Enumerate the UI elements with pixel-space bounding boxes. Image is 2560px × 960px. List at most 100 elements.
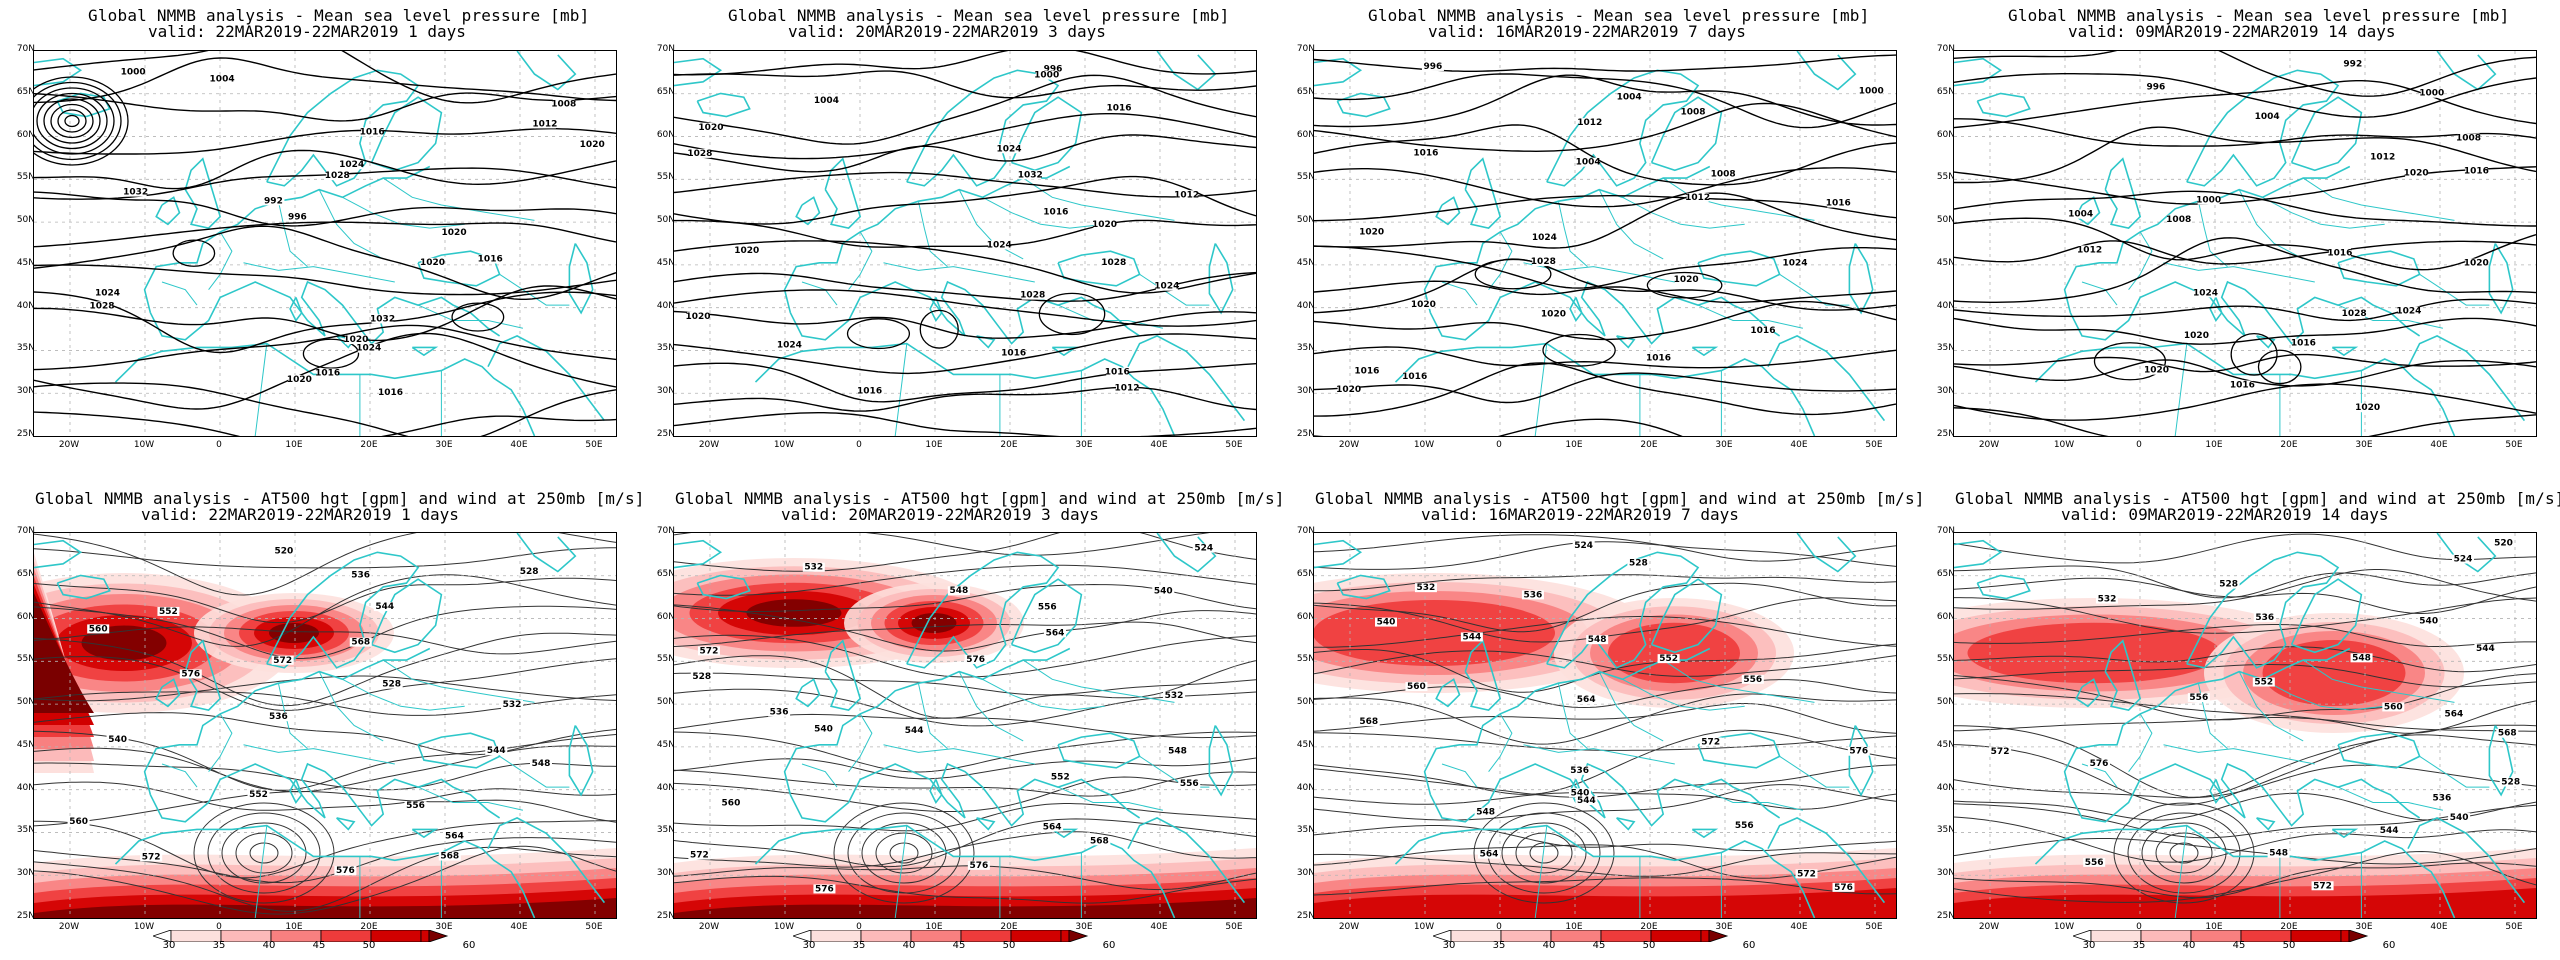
panel-title: Global NMMB analysis - Mean sea level pr… xyxy=(2008,6,2510,25)
lon-label: 20E xyxy=(360,440,378,450)
contour-label: 1024 xyxy=(987,241,1012,251)
graticule xyxy=(1954,533,2536,918)
contour-label: 1028 xyxy=(1531,257,1556,267)
lon-label: 0 xyxy=(856,922,862,932)
isobars xyxy=(34,51,616,436)
colorbar-tick-label: 35 xyxy=(212,940,226,951)
contour-label: 576 xyxy=(815,884,834,894)
lat-label: 65N xyxy=(1936,568,1955,579)
colorbar-tick-label: 40 xyxy=(262,940,276,951)
contour-label: 1000 xyxy=(1859,87,1884,97)
contour-label: 996 xyxy=(1424,62,1443,72)
lon-label: 20E xyxy=(2280,440,2298,450)
contour-label: 1000 xyxy=(1034,71,1059,81)
lon-label: 10W xyxy=(133,440,155,450)
panel-valid-date: valid: 22MAR2019-22MAR2019 1 days xyxy=(148,22,466,41)
contour-label: 564 xyxy=(445,831,464,841)
lat-label: 40N xyxy=(1296,782,1315,793)
contour-label: 1020 xyxy=(1092,220,1117,230)
lat-label: 60N xyxy=(1296,611,1315,622)
lon-label: 40E xyxy=(2430,922,2448,932)
map-canvas: 524 532 540 548 556 564 572 576 528 532 536 540 544 5… xyxy=(674,533,1256,918)
contour-label: 540 xyxy=(1571,788,1590,798)
panel-valid-date: valid: 09MAR2019-22MAR2019 14 days xyxy=(2061,505,2389,524)
lat-label: 30N xyxy=(1936,386,1955,397)
lon-label: 50E xyxy=(585,440,603,450)
lat-label: 35N xyxy=(656,825,675,836)
lat-label: 65N xyxy=(1296,568,1315,579)
panel-title: Global NMMB analysis - AT500 hgt [gpm] a… xyxy=(35,489,645,508)
contour-label: 1020 xyxy=(1411,300,1436,310)
colorbar: 30 35 40 45 50 60 xyxy=(791,927,1133,953)
lat-label: 65N xyxy=(1936,86,1955,97)
contour-label: 1020 xyxy=(1359,227,1384,237)
contour-label: 576 xyxy=(1834,883,1853,893)
contour-label: 1024 xyxy=(1154,282,1179,292)
contour-label: 1008 xyxy=(2456,133,2481,143)
contour-label: 556 xyxy=(2085,858,2104,868)
lon-label: 50E xyxy=(1225,922,1243,932)
contour-label: 1016 xyxy=(1105,368,1130,378)
contour-label: 560 xyxy=(1407,682,1426,692)
contour-label: 540 xyxy=(1154,587,1173,597)
lon-label: 0 xyxy=(216,922,222,932)
panel-valid-date: valid: 09MAR2019-22MAR2019 14 days xyxy=(2068,22,2396,41)
lat-label: 35N xyxy=(1296,825,1315,836)
lon-label: 10E xyxy=(1565,922,1583,932)
contour-label: 564 xyxy=(1577,695,1596,705)
z500-panel-1: Global NMMB analysis - AT500 hgt [gpm] a… xyxy=(17,482,645,960)
mslp-panel-3: Global NMMB analysis - Mean sea level pr… xyxy=(1297,0,1913,478)
contour-label: 1012 xyxy=(2077,245,2102,255)
lat-label: 60N xyxy=(1936,129,1955,140)
panel-title: Global NMMB analysis - Mean sea level pr… xyxy=(728,6,1230,25)
lon-label: 50E xyxy=(1865,440,1883,450)
colorbar-tick-label: 50 xyxy=(1642,940,1656,951)
contour-labels: 996 1000 1004 1008 1012 1016 1004 1008 1012 1016 1… xyxy=(1336,61,1884,395)
contour-label: 544 xyxy=(2476,644,2495,654)
colorbar-tick-label: 50 xyxy=(2282,940,2296,951)
contour-label: 1000 xyxy=(121,67,146,77)
contour-label: 1024 xyxy=(95,288,120,298)
lat-label: 35N xyxy=(1936,825,1955,836)
lat-label: 25N xyxy=(656,911,675,921)
lat-label: 70N xyxy=(1296,44,1315,54)
contour-label: 992 xyxy=(2343,59,2362,69)
contour-label: 576 xyxy=(969,861,988,871)
lon-label: 40E xyxy=(510,922,528,932)
lat-label: 50N xyxy=(1936,697,1955,708)
contour-label: 1020 xyxy=(1336,385,1361,395)
graticule xyxy=(674,533,1256,918)
colorbar-tick-label: 45 xyxy=(952,940,966,951)
z500-panel-4: Global NMMB analysis - AT500 hgt [gpm] a… xyxy=(1937,482,2560,960)
contour-label: 1028 xyxy=(325,171,350,181)
colorbar-tick-label: 35 xyxy=(1492,940,1506,951)
lon-label: 10W xyxy=(1413,922,1435,932)
contour-label: 552 xyxy=(2254,678,2273,688)
borders xyxy=(801,177,1210,436)
lat-label: 35N xyxy=(16,343,35,354)
height-contours xyxy=(34,533,616,915)
lat-label: 50N xyxy=(1296,215,1315,226)
contour-label: 1028 xyxy=(89,301,114,311)
contour-label: 560 xyxy=(722,799,741,809)
colorbar-tick-label: 60 xyxy=(2382,940,2396,951)
lon-label: 20E xyxy=(1000,922,1018,932)
lon-label: 0 xyxy=(1496,440,1502,450)
contour-label: 552 xyxy=(1659,654,1678,664)
lat-label: 50N xyxy=(1296,697,1315,708)
contour-label: 1020 xyxy=(734,246,759,256)
contour-label: 1012 xyxy=(1115,384,1140,394)
contour-label: 520 xyxy=(2494,538,2513,548)
lon-label: 20E xyxy=(1640,922,1658,932)
lat-label: 25N xyxy=(1936,429,1955,439)
contour-label: 1016 xyxy=(2327,248,2352,258)
contour-label: 576 xyxy=(181,669,200,679)
contour-label: 536 xyxy=(269,712,288,722)
colorbar-tick-label: 50 xyxy=(362,940,376,951)
contour-label: 1020 xyxy=(2355,403,2380,413)
borders xyxy=(2081,659,2490,918)
lon-label: 30E xyxy=(1715,922,1733,932)
lat-label: 30N xyxy=(1296,386,1315,397)
lon-label: 20E xyxy=(2280,922,2298,932)
